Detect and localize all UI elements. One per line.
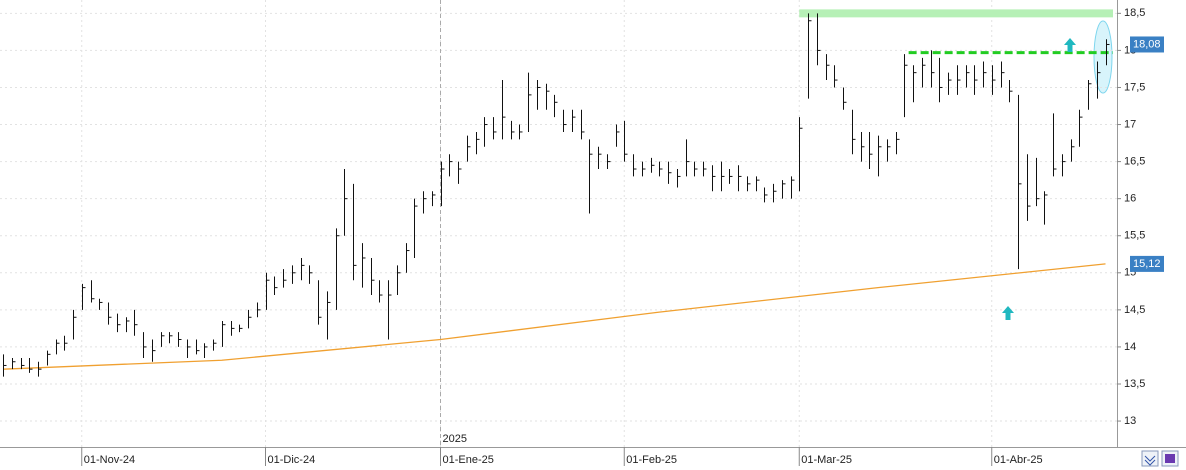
price-label-box	[1130, 255, 1164, 272]
y-tick-label: 13	[1124, 415, 1136, 427]
moving-average	[2, 263, 1106, 370]
year-label: 2025	[443, 433, 467, 445]
arrow-up	[1002, 306, 1014, 320]
price-label: 15,12	[1133, 258, 1161, 270]
y-tick-label: 15,5	[1124, 230, 1145, 242]
y-tick-label: 18,5	[1124, 7, 1145, 19]
y-tick-label: 14,5	[1124, 304, 1145, 316]
x-tick-label: 01-Feb-25	[626, 454, 677, 466]
arrow-up	[1064, 38, 1076, 52]
scroll-icon	[1144, 455, 1156, 466]
x-tick-label: 01-Mar-25	[801, 454, 852, 466]
plot-area	[0, 0, 1117, 447]
y-tick-label: 14	[1124, 341, 1136, 353]
x-tick-label: 01-Nov-24	[84, 454, 135, 466]
y-tick-label: 17	[1124, 118, 1136, 130]
y-tick-label: 16	[1124, 193, 1136, 205]
price-label: 18,08	[1133, 38, 1161, 50]
y-tick-label: 13,5	[1124, 378, 1145, 390]
x-tick-label: 01-Dic-24	[268, 454, 316, 466]
highlight-ellipse	[1093, 20, 1113, 94]
price-label-box	[1130, 36, 1164, 53]
y-tick-label: 16,5	[1124, 156, 1145, 168]
save-icon	[1165, 454, 1175, 463]
y-tick-label: 17,5	[1124, 81, 1145, 93]
scroll-button[interactable]	[1141, 450, 1159, 467]
x-tick-label: 01-Abr-25	[994, 454, 1043, 466]
x-tick-label: 01-Ene-25	[443, 454, 494, 466]
